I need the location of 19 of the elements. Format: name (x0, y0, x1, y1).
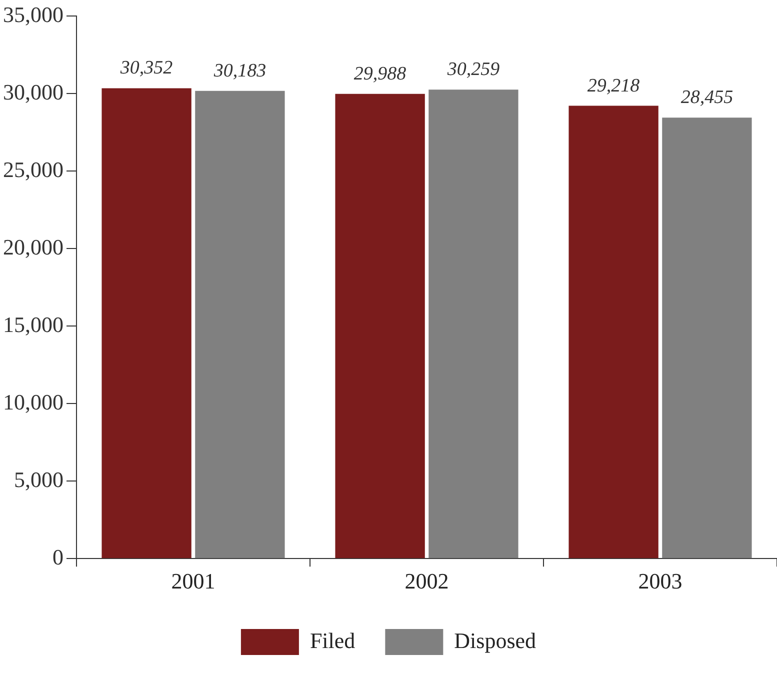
x-tick-label: 2001 (171, 568, 216, 594)
data-label: 30,352 (119, 58, 174, 79)
data-label: 30,259 (446, 59, 500, 80)
y-tick-label: 10,000 (3, 389, 64, 414)
x-tick-label: 2002 (404, 568, 449, 594)
y-tick-label: 0 (52, 544, 64, 570)
legend-label: Filed (310, 628, 356, 653)
data-label: 28,455 (680, 87, 734, 108)
legend-label: Disposed (454, 628, 536, 653)
y-tick-label: 25,000 (3, 156, 64, 182)
data-label: 29,988 (354, 63, 407, 84)
data-label: 29,218 (587, 75, 640, 96)
y-tick-label: 15,000 (3, 312, 64, 337)
y-tick-label: 5,000 (14, 466, 64, 492)
x-tick-label: 2003 (638, 568, 682, 594)
y-tick-label: 20,000 (3, 234, 64, 260)
y-tick-label: 30,000 (3, 79, 64, 104)
y-tick-label: 35,000 (3, 2, 64, 27)
data-label: 30,183 (212, 60, 266, 82)
